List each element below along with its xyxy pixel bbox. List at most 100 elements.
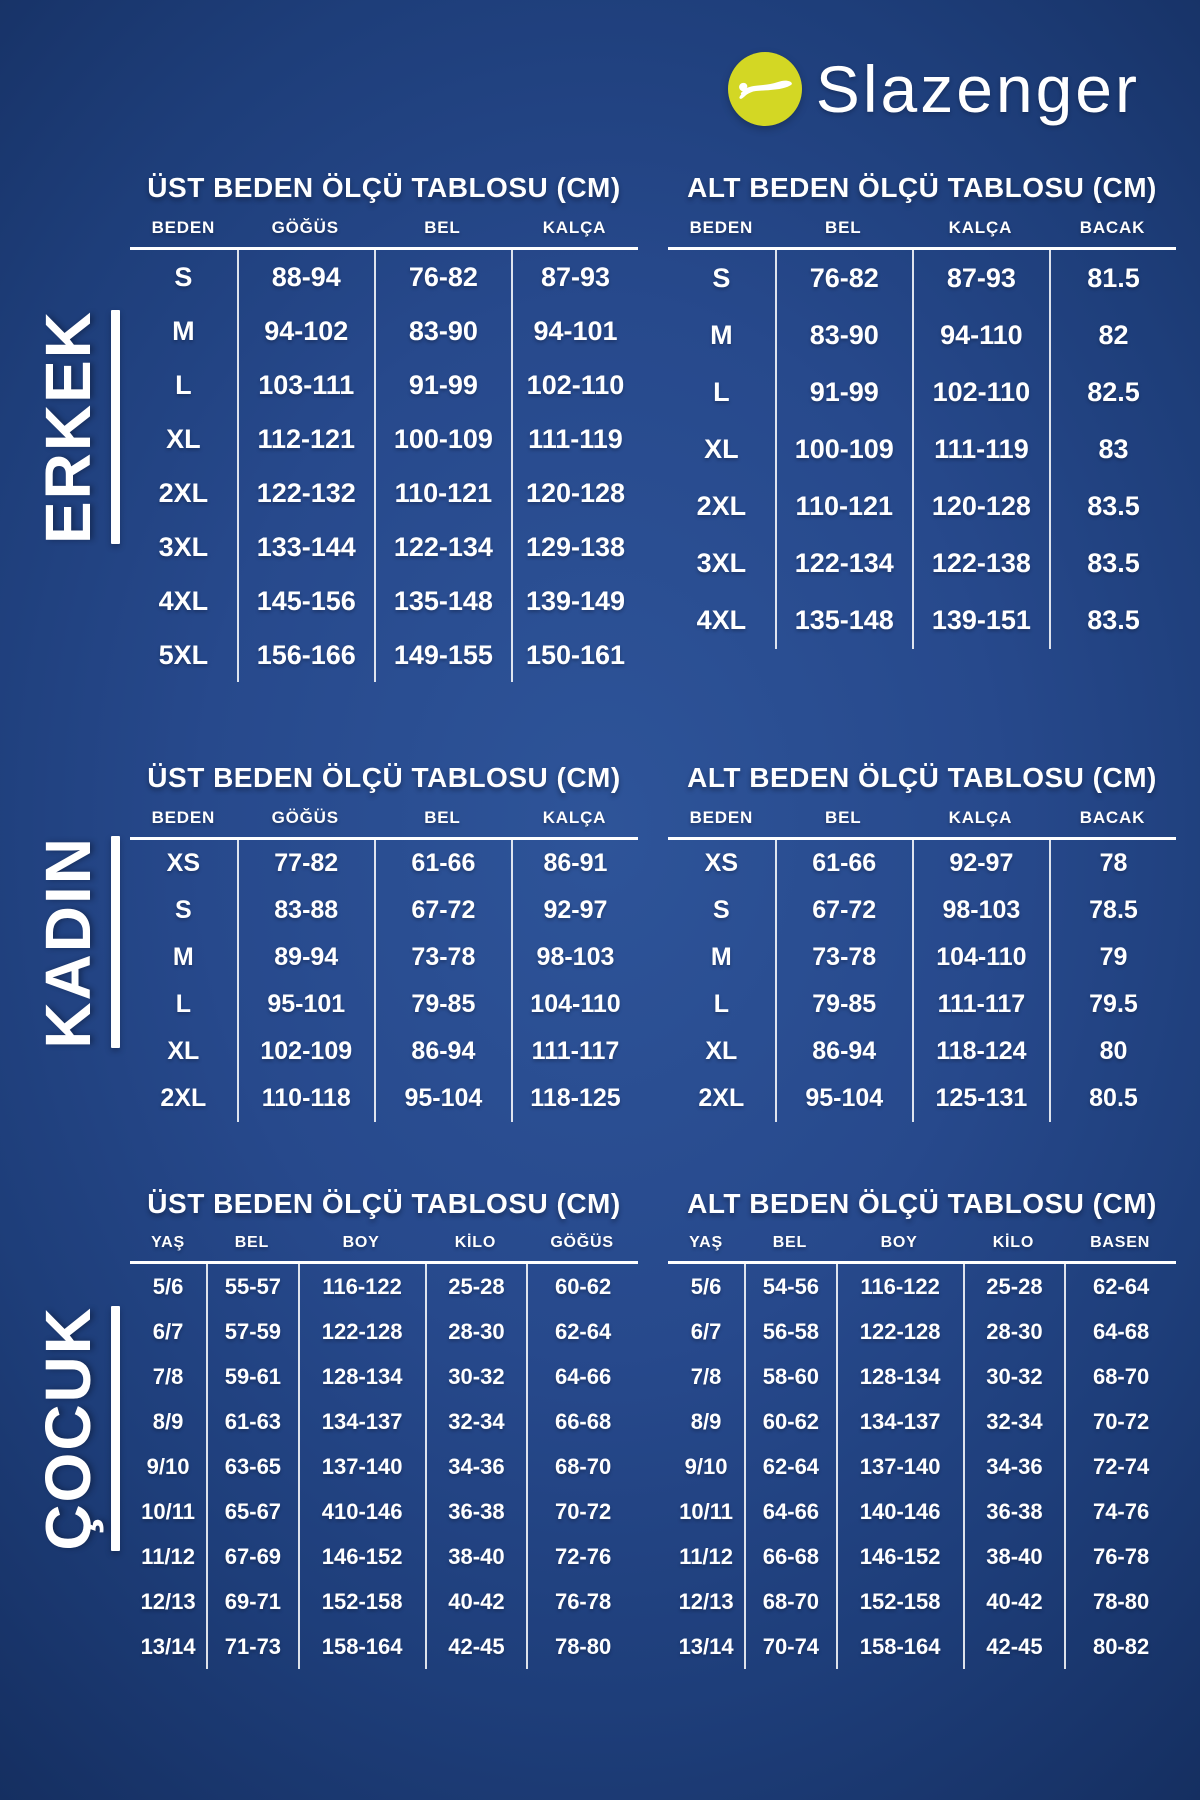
- size-cell: S: [712, 896, 730, 924]
- section-label-block: ÇOCUK: [26, 1306, 130, 1551]
- value-cell: 64-68: [1064, 1309, 1176, 1354]
- column-header: KALÇA: [911, 808, 1049, 840]
- column-header: GÖĞÜS: [236, 218, 374, 250]
- value-cell: 67-72: [774, 887, 912, 934]
- table-title: ALT BEDEN ÖLÇÜ TABLOSU (CM): [687, 1188, 1157, 1219]
- column-header: BEL: [774, 218, 912, 250]
- value-cell: 145-156: [236, 574, 374, 628]
- value-cell: 128-134: [297, 1354, 425, 1399]
- value-cell: 56-58: [744, 1309, 835, 1354]
- value-cell: 86-91: [510, 840, 638, 887]
- value-cell: 112-121: [236, 412, 374, 466]
- value-cell: 135-148: [774, 592, 912, 649]
- value-cell: 30-32: [962, 1354, 1065, 1399]
- column-header: BASEN: [1064, 1234, 1176, 1264]
- value-cell: 102-109: [236, 1028, 374, 1075]
- value-cell: 95-104: [774, 1075, 912, 1122]
- table-title: ALT BEDEN ÖLÇÜ TABLOSU (CM): [687, 172, 1157, 203]
- size-table-alt: ALT BEDEN ÖLÇÜ TABLOSU (CM) BEDEN BEL KALÇA…: [668, 762, 1176, 1122]
- size-cell: 5/6: [690, 1273, 722, 1299]
- value-cell: 95-101: [236, 981, 374, 1028]
- value-cell: 103-111: [236, 358, 374, 412]
- value-cell: 55-57: [206, 1264, 297, 1309]
- value-cell: 111-117: [510, 1028, 638, 1075]
- size-cell: XL: [705, 1037, 738, 1065]
- value-cell: 38-40: [962, 1534, 1065, 1579]
- value-cell: 110-121: [774, 478, 912, 535]
- section-label-block: ERKEK: [26, 309, 130, 545]
- value-cell: 79.5: [1048, 981, 1176, 1028]
- value-cell: 86-94: [373, 1028, 511, 1075]
- value-cell: 156-166: [236, 628, 374, 682]
- size-cell: 7/8: [152, 1363, 184, 1389]
- column-header: BEL: [373, 808, 511, 840]
- size-table-alt: ALT BEDEN ÖLÇÜ TABLOSU (CM) BEDEN BEL KALÇA…: [668, 172, 1176, 649]
- value-cell: 68-70: [526, 1444, 638, 1489]
- size-cell: S: [174, 896, 192, 924]
- size-cell: 3XL: [696, 548, 747, 578]
- section-label: ERKEK: [32, 309, 104, 545]
- value-cell: 111-119: [911, 421, 1049, 478]
- value-cell: 68-70: [744, 1579, 835, 1624]
- value-cell: 87-93: [510, 250, 638, 304]
- value-cell: 137-140: [835, 1444, 963, 1489]
- column-header: BOY: [835, 1234, 963, 1264]
- value-cell: 28-30: [424, 1309, 527, 1354]
- value-cell: 36-38: [424, 1489, 527, 1534]
- value-cell: 80: [1048, 1028, 1176, 1075]
- value-cell: 32-34: [424, 1399, 527, 1444]
- value-cell: 140-146: [835, 1489, 963, 1534]
- value-cell: 83.5: [1048, 535, 1176, 592]
- size-table-ust: ÜST BEDEN ÖLÇÜ TABLOSU (CM) BEDEN GÖĞÜS BEL…: [130, 762, 638, 1122]
- value-cell: 95-104: [373, 1075, 511, 1122]
- size-cell: 2XL: [160, 1084, 207, 1112]
- size-cell: M: [710, 320, 733, 350]
- size-cell: 10/11: [141, 1498, 196, 1524]
- value-cell: 58-60: [744, 1354, 835, 1399]
- value-cell: 111-119: [510, 412, 638, 466]
- value-cell: 34-36: [962, 1444, 1065, 1489]
- value-cell: 70-72: [1064, 1399, 1176, 1444]
- size-table-grid: BEDEN GÖĞÜS BEL KALÇA XS 77-82 61-66 86-91 S 83-8…: [130, 808, 638, 1122]
- value-cell: 118-124: [911, 1028, 1049, 1075]
- size-cell: 5/6: [152, 1273, 184, 1299]
- value-cell: 122-138: [911, 535, 1049, 592]
- size-cell: XS: [704, 849, 739, 877]
- value-cell: 133-144: [236, 520, 374, 574]
- value-cell: 92-97: [510, 887, 638, 934]
- value-cell: 116-122: [297, 1264, 425, 1309]
- column-header: GÖĞÜS: [236, 808, 374, 840]
- size-cell: 11/12: [679, 1543, 734, 1569]
- size-table-grid: YAŞ BEL BOY KİLO GÖĞÜS 5/6 55-57 116-122 25-28 60…: [130, 1234, 638, 1669]
- value-cell: 38-40: [424, 1534, 527, 1579]
- value-cell: 78.5: [1048, 887, 1176, 934]
- section-label-inner: KADIN: [32, 835, 120, 1049]
- value-cell: 110-121: [373, 466, 511, 520]
- leaping-panther-icon: [738, 80, 792, 99]
- size-cell: 12/13: [140, 1588, 196, 1614]
- value-cell: 25-28: [962, 1264, 1065, 1309]
- value-cell: 120-128: [911, 478, 1049, 535]
- column-header: KİLO: [424, 1234, 527, 1264]
- column-header: KİLO: [962, 1234, 1065, 1264]
- value-cell: 91-99: [373, 358, 511, 412]
- size-cell: M: [710, 943, 732, 971]
- brand-name: Slazenger: [815, 52, 1140, 126]
- section-tables: ÜST BEDEN ÖLÇÜ TABLOSU (CM) BEDEN GÖĞÜS BEL…: [130, 762, 1176, 1122]
- value-cell: 158-164: [835, 1624, 963, 1669]
- size-cell: 7/8: [690, 1363, 722, 1389]
- size-cell: 2XL: [696, 491, 747, 521]
- value-cell: 71-73: [206, 1624, 297, 1669]
- column-header: BEDEN: [130, 808, 237, 840]
- value-cell: 66-68: [526, 1399, 638, 1444]
- size-cell: XL: [704, 434, 739, 464]
- value-cell: 139-149: [510, 574, 638, 628]
- value-cell: 118-125: [510, 1075, 638, 1122]
- size-table-ust: ÜST BEDEN ÖLÇÜ TABLOSU (CM) BEDEN GÖĞÜS BEL…: [130, 172, 638, 682]
- section-label-bar: [111, 835, 120, 1049]
- value-cell: 67-69: [206, 1534, 297, 1579]
- value-cell: 83-90: [373, 304, 511, 358]
- value-cell: 40-42: [962, 1579, 1065, 1624]
- table-title: ÜST BEDEN ÖLÇÜ TABLOSU (CM): [147, 1188, 621, 1219]
